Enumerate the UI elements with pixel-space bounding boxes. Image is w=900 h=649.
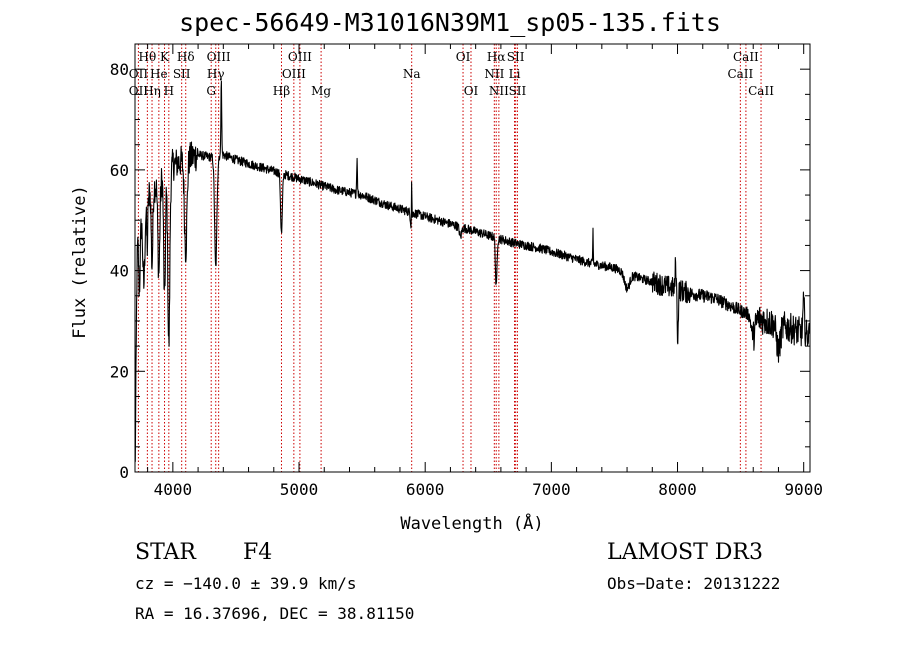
line-label: NII (484, 67, 504, 81)
line-label: OI (464, 84, 479, 98)
line-label: OIII (288, 50, 312, 64)
line-label: Na (403, 67, 421, 81)
line-label: OII (129, 84, 149, 98)
cz-value: cz = −140.0 ± 39.9 km/s (135, 574, 357, 593)
line-label: OIII (282, 67, 306, 81)
line-label: Li (509, 67, 521, 81)
line-label: CaII (748, 84, 774, 98)
line-label: Hη (143, 84, 161, 98)
chart-title: spec-56649-M31016N39M1_sp05-135.fits (179, 8, 721, 37)
line-label: Hθ (139, 50, 157, 64)
x-tick-label: 9000 (784, 480, 823, 499)
line-label: NII (489, 84, 509, 98)
line-label: Mg (311, 84, 331, 98)
line-label: Hβ (273, 84, 290, 98)
plot-frame (134, 43, 811, 473)
spectrum-line (134, 80, 810, 463)
line-label: Hα (487, 50, 506, 64)
line-label: SII (173, 67, 191, 81)
y-tick-label: 20 (110, 362, 129, 381)
line-label: K (160, 50, 170, 64)
x-tick-label: 5000 (280, 480, 319, 499)
line-label: CaII (727, 67, 753, 81)
axes: 4000 5000 6000 7000 8000 9000 0 20 40 60 80 (110, 43, 823, 499)
x-tick-label: 6000 (406, 480, 445, 499)
x-tick-label: 4000 (154, 480, 193, 499)
line-label: Hγ (207, 67, 225, 81)
y-tick-label: 80 (110, 60, 129, 79)
line-label: H (164, 84, 174, 98)
y-tick-label: 40 (110, 262, 129, 281)
line-label: Hδ (177, 50, 195, 64)
x-tick-label: 7000 (532, 480, 571, 499)
y-axis-label: Flux (relative) (70, 185, 90, 339)
line-label: OI (456, 50, 471, 64)
y-tick-label: 60 (110, 161, 129, 180)
line-label: He (150, 67, 168, 81)
coordinates: RA = 16.37696, DEC = 38.81150 (135, 604, 415, 623)
spectrum-series (134, 80, 810, 463)
survey-name: LAMOST DR3 (607, 540, 763, 565)
y-tick-label: 0 (119, 463, 129, 482)
line-label: SII (509, 84, 527, 98)
subclass: F4 (243, 540, 273, 565)
line-label: OIII (207, 50, 231, 64)
line-label: G (206, 84, 216, 98)
line-label: CaII (733, 50, 759, 64)
object-class: STAR (135, 540, 196, 565)
line-marks (137, 44, 762, 472)
line-label: SII (507, 50, 525, 64)
x-axis-label: Wavelength (Å) (400, 512, 543, 534)
obs-date: Obs−Date: 20131222 (607, 574, 781, 593)
x-tick-label: 8000 (658, 480, 697, 499)
line-label: OII (129, 67, 149, 81)
